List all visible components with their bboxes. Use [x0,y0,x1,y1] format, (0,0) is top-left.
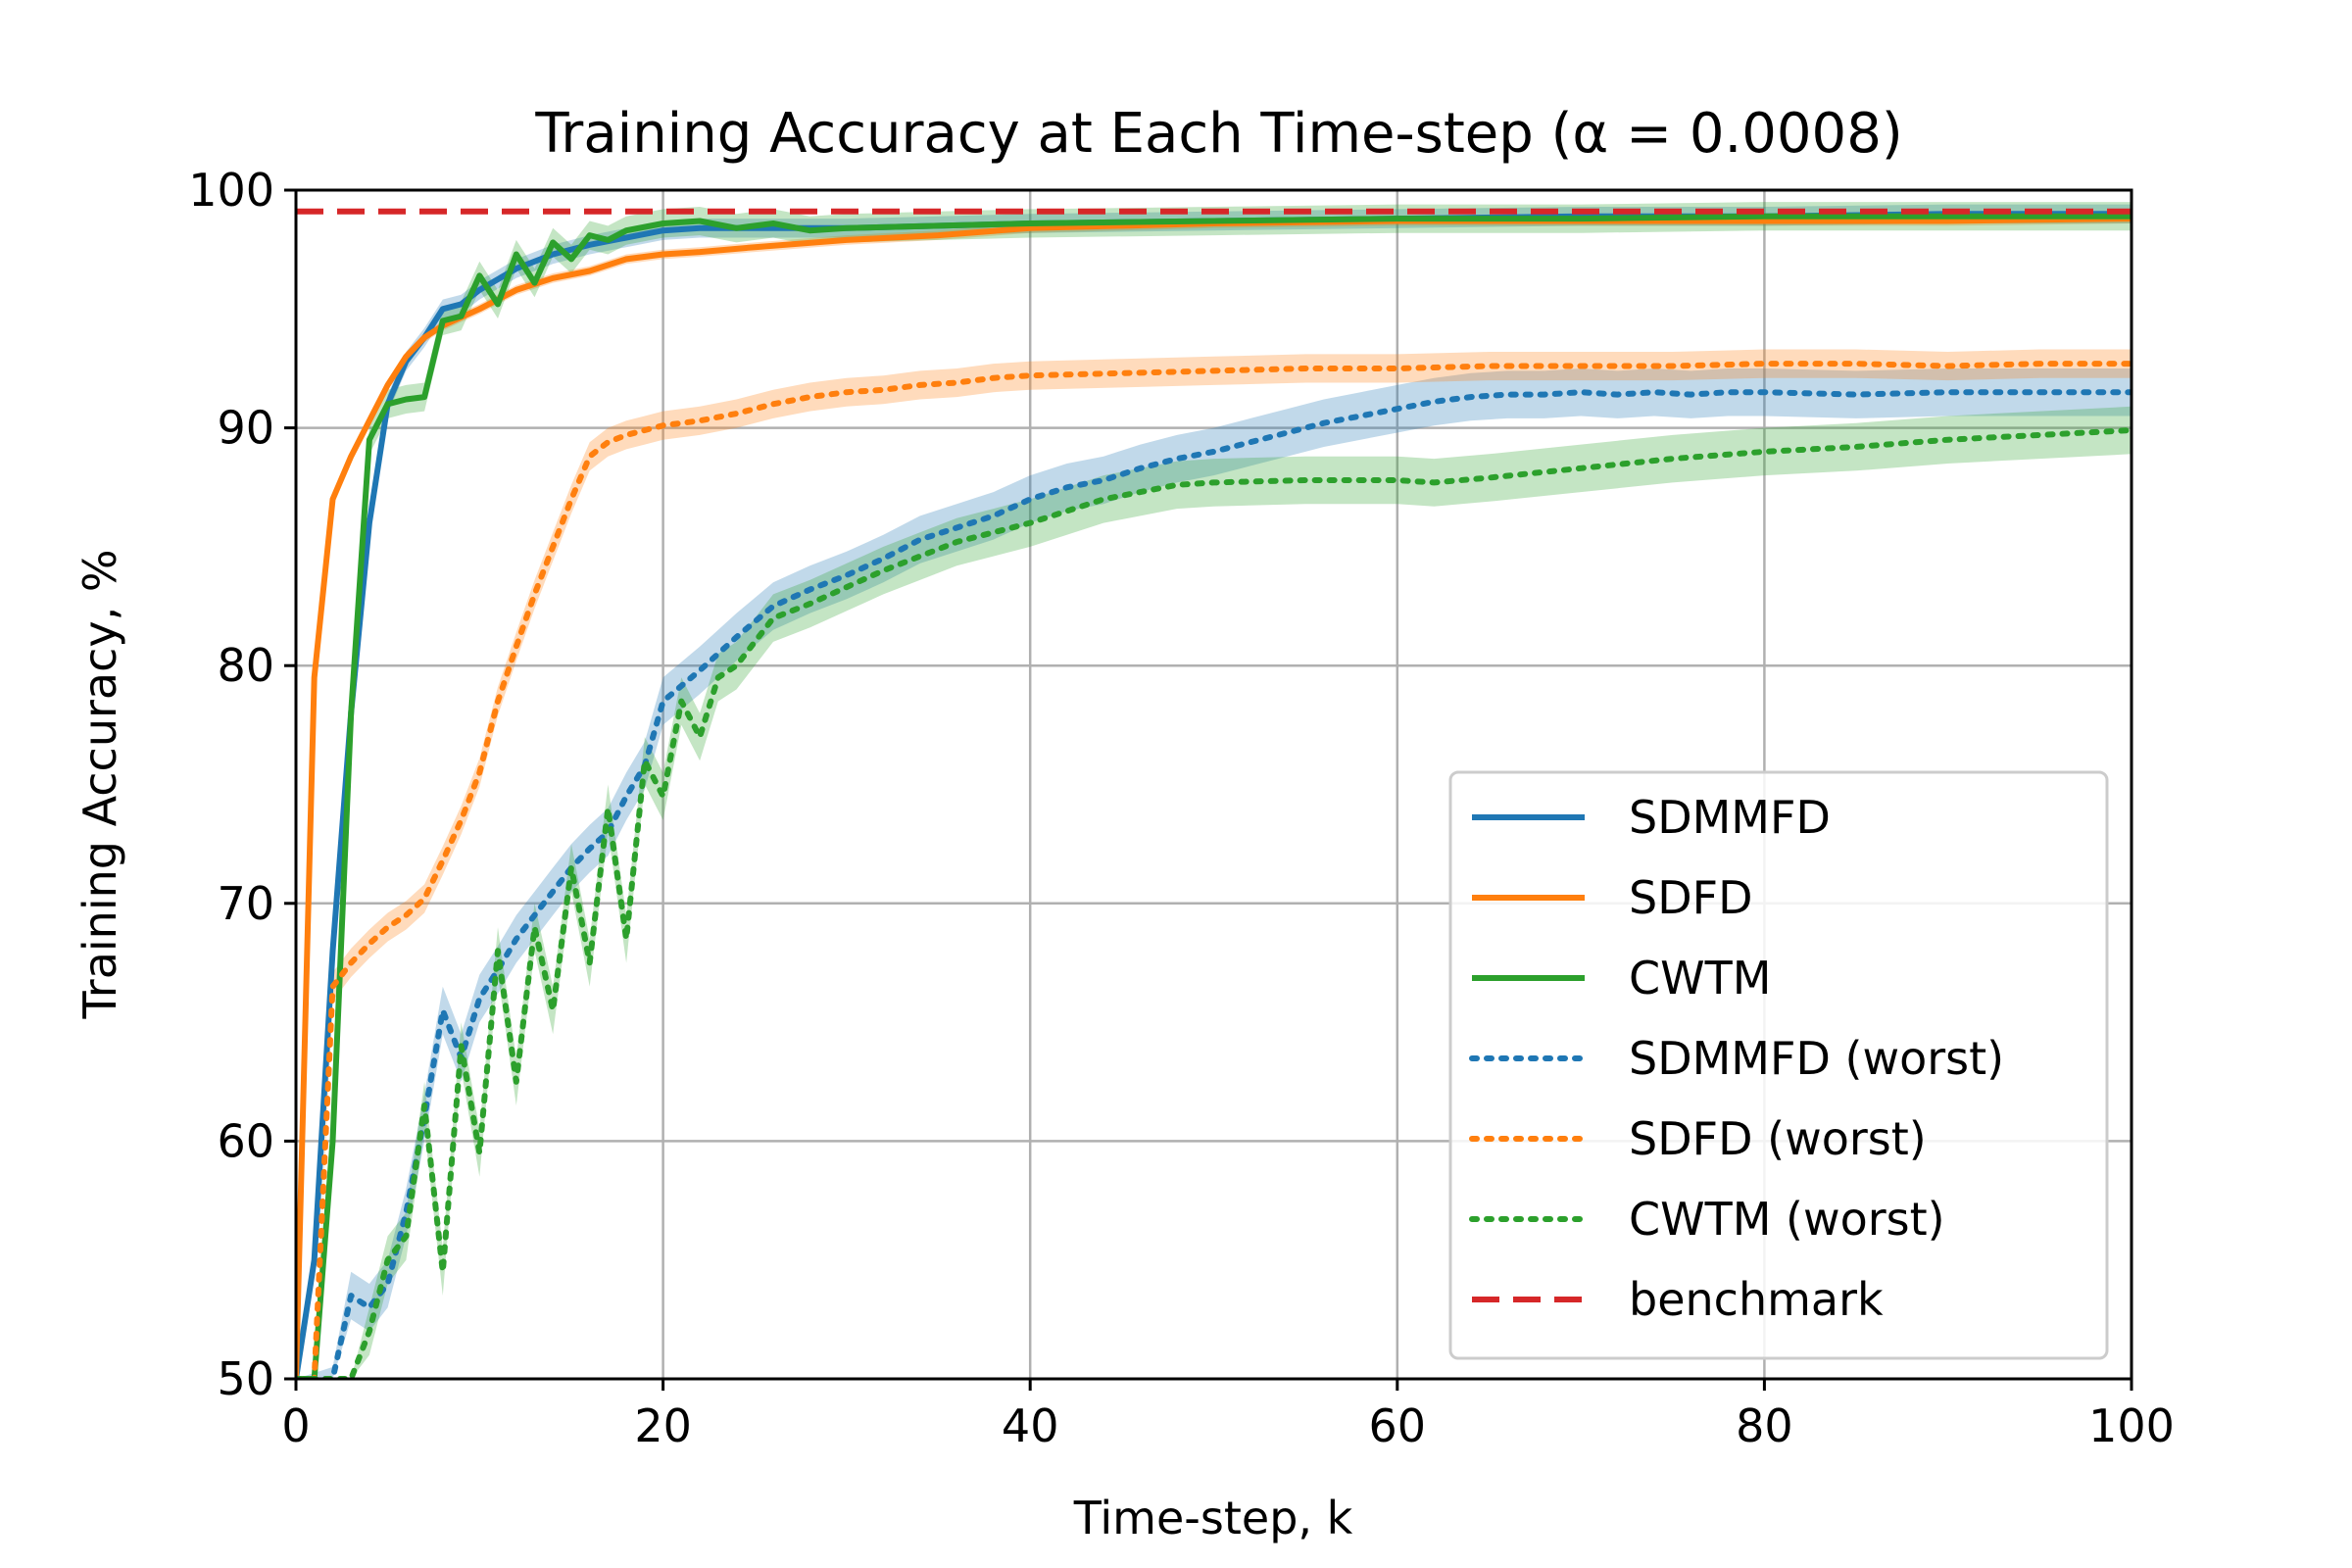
y-tick-label: 50 [217,1352,274,1405]
benchmark-legend-label: benchmark [1629,1273,1884,1326]
x-tick-label: 40 [1002,1399,1059,1452]
y-tick-label: 60 [217,1114,274,1167]
cwtm-worst-band [296,406,2132,1379]
x-tick-label: 20 [634,1399,692,1452]
sdfd-worst-line [296,361,2132,1379]
legend: SDMMFD SDFD CWTM SDMMFD (worst) SDFD (worst)… [1448,770,2109,1360]
sdmmfd-worst-legend-label: SDMMFD (worst) [1629,1032,2004,1085]
y-tick-label: 100 [188,164,274,217]
cwtm-worst-line [296,427,2132,1379]
plot-frame [294,188,2133,1381]
y-tick-label: 70 [217,877,274,930]
cwtm-legend-label: CWTM [1629,952,1771,1004]
axis-ticks: 0 20 40 60 80 100 50 60 70 80 90 100 [188,164,2175,1452]
series-lines [296,208,2132,1379]
x-tick-label: 80 [1736,1399,1793,1452]
sdmmfd-worst-line [296,389,2132,1379]
y-tick-label: 90 [217,402,274,455]
cwtm-line [296,213,2132,1379]
legend-box [1448,770,2109,1360]
sdmmfd-legend-label: SDMMFD [1629,791,1831,844]
x-axis-label: Time-step, k [1073,1492,1353,1544]
sdfd-legend-label: SDFD [1629,871,1753,924]
x-tick-label: 100 [2088,1399,2175,1452]
x-tick-label: 60 [1369,1399,1427,1452]
x-tick-label: 0 [281,1399,310,1452]
sdfd-worst-legend-label: SDFD (worst) [1629,1112,1927,1165]
y-axis-label: Training Accuracy, % [74,549,126,1019]
cwtm-worst-legend-label: CWTM (worst) [1629,1193,1945,1246]
chart-title: Training Accuracy at Each Time-step (α =… [534,102,1902,166]
y-tick-label: 80 [217,639,274,692]
